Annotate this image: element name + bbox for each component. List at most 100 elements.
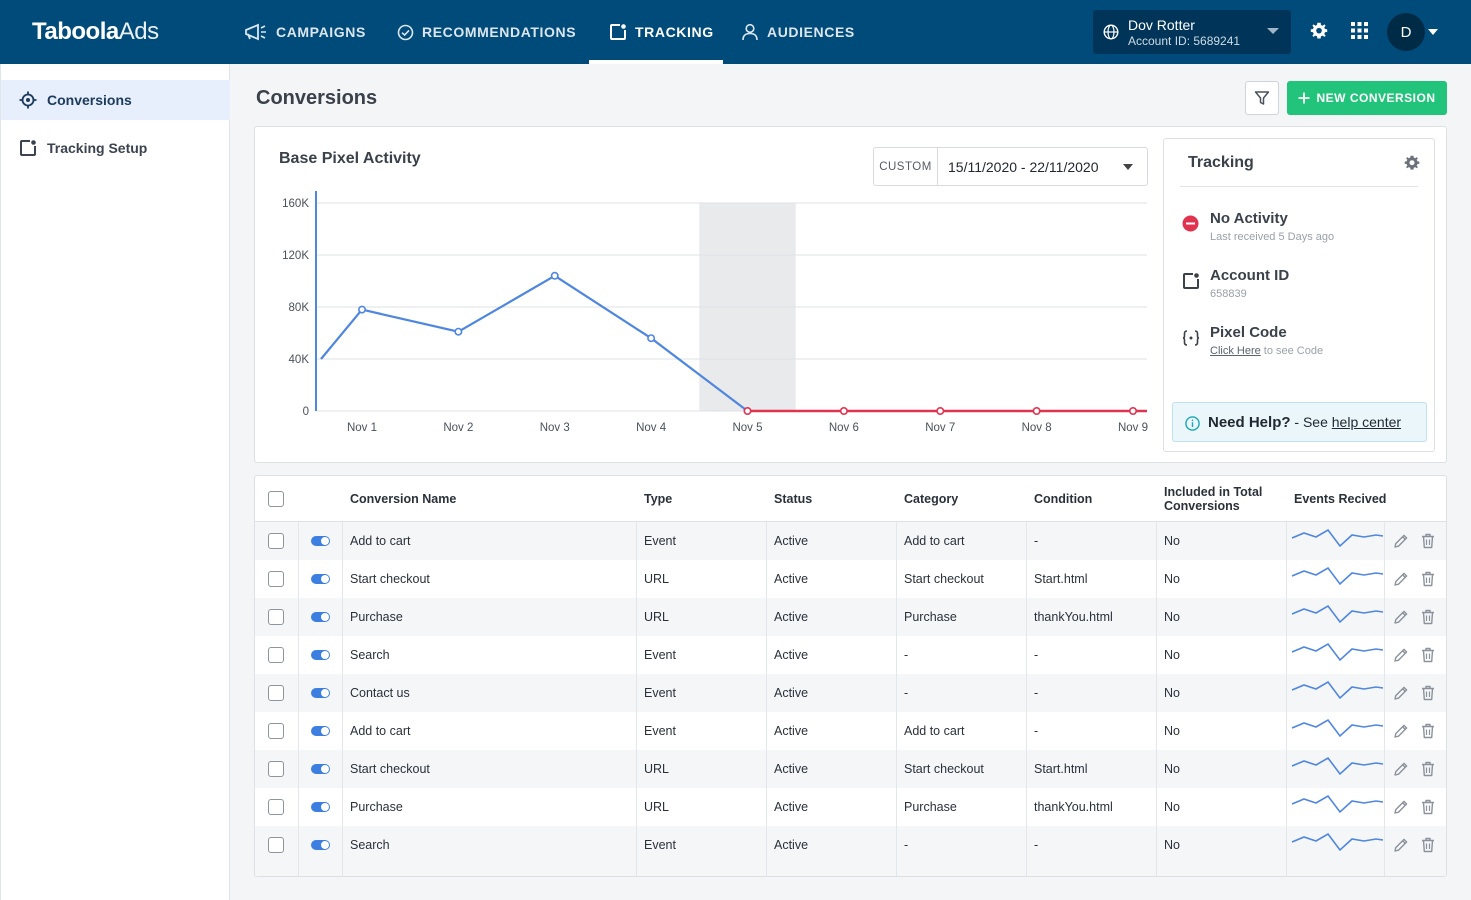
trash-icon[interactable] [1421, 837, 1435, 853]
trash-icon[interactable] [1421, 723, 1435, 739]
pixel-code-sub: Click Here to see Code [1210, 345, 1323, 357]
x-tick-label: Nov 4 [636, 422, 667, 434]
new-conversion-button[interactable]: NEW CONVERSION [1287, 81, 1447, 115]
column-divider [1026, 522, 1027, 876]
row-checkbox[interactable] [268, 571, 284, 587]
row-checkbox[interactable] [268, 647, 284, 663]
need-help-box: Need Help? - See help center [1172, 402, 1427, 442]
cell-conversion-name: Start checkout [350, 572, 430, 586]
header-status[interactable]: Status [774, 492, 813, 506]
select-all-checkbox[interactable] [268, 491, 284, 507]
no-entry-icon [1182, 215, 1199, 232]
cell-status: Active [774, 724, 809, 738]
cell-status: Active [774, 800, 809, 814]
pencil-icon[interactable] [1393, 799, 1409, 815]
column-divider [766, 522, 767, 876]
sidebar-item-tracking-setup[interactable]: Tracking Setup [1, 128, 230, 168]
trash-icon[interactable] [1421, 571, 1435, 587]
header-category[interactable]: Category [904, 492, 959, 506]
account-selector[interactable]: Dov Rotter Account ID: 5689241 [1093, 10, 1291, 54]
y-tick-label: 0 [303, 406, 309, 418]
date-range-type: CUSTOM [874, 148, 938, 185]
row-active-toggle[interactable] [311, 726, 330, 736]
row-checkbox[interactable] [268, 609, 284, 625]
cell-category: - [904, 686, 909, 700]
sidebar-item-conversions[interactable]: Conversions [1, 80, 230, 120]
row-active-toggle[interactable] [311, 764, 330, 774]
row-active-toggle[interactable] [311, 802, 330, 812]
divider [1180, 186, 1418, 187]
account-id-title: Account ID [1210, 267, 1290, 284]
pencil-icon[interactable] [1393, 571, 1409, 587]
pencil-icon[interactable] [1393, 837, 1409, 853]
nav-audiences[interactable]: AUDIENCES [741, 0, 855, 64]
trash-icon[interactable] [1421, 685, 1435, 701]
cell-category: Start checkout [904, 572, 984, 586]
table-row: Add to cart Event Active Add to cart - No [255, 712, 1446, 750]
row-checkbox[interactable] [268, 761, 284, 777]
pencil-icon[interactable] [1393, 647, 1409, 663]
user-avatar[interactable]: D [1387, 13, 1425, 51]
row-active-toggle[interactable] [311, 574, 330, 584]
filter-button[interactable] [1245, 81, 1279, 115]
cell-type: URL [644, 762, 670, 776]
gear-icon[interactable] [1310, 22, 1328, 40]
trash-icon[interactable] [1421, 609, 1435, 625]
row-toggle-cell [311, 750, 330, 788]
cell-conversion-name: Add to cart [350, 534, 411, 548]
apps-grid-icon[interactable] [1351, 22, 1368, 39]
cell-category: - [904, 648, 909, 662]
cell-status: Active [774, 534, 809, 548]
nav-campaigns[interactable]: CAMPAIGNS [244, 0, 366, 64]
cell-conversion-name: Start checkout [350, 762, 430, 776]
row-checkbox[interactable] [268, 799, 284, 815]
cell-condition: - [1034, 838, 1039, 852]
trash-icon[interactable] [1421, 761, 1435, 777]
nav-tracking[interactable]: TRACKING [589, 0, 723, 64]
column-divider [298, 522, 299, 876]
header-conversion-name[interactable]: Conversion Name [350, 492, 457, 506]
trash-icon[interactable] [1421, 647, 1435, 663]
row-select-cell [268, 826, 284, 864]
header-events-received[interactable]: Events Recived [1294, 492, 1387, 506]
row-active-toggle[interactable] [311, 840, 330, 850]
row-active-toggle[interactable] [311, 536, 330, 546]
events-sparkline [1291, 832, 1384, 852]
cell-conversion-name: Contact us [350, 686, 410, 700]
row-active-toggle[interactable] [311, 612, 330, 622]
row-checkbox[interactable] [268, 533, 284, 549]
x-tick-label: Nov 1 [347, 422, 377, 434]
click-here-link[interactable]: Click Here [1210, 345, 1261, 357]
cell-status: Active [774, 686, 809, 700]
events-sparkline [1291, 680, 1384, 700]
data-point [358, 305, 367, 314]
header-condition[interactable]: Condition [1034, 492, 1093, 506]
cell-status: Active [774, 610, 809, 624]
row-checkbox[interactable] [268, 685, 284, 701]
header-type[interactable]: Type [644, 492, 673, 506]
row-active-toggle[interactable] [311, 688, 330, 698]
cell-type: Event [644, 838, 676, 852]
table-row: Purchase URL Active Purchase thankYou.html No [255, 598, 1446, 636]
pencil-icon[interactable] [1393, 533, 1409, 549]
header-included-in-total[interactable]: Included in Total Conversions [1164, 476, 1262, 522]
row-active-toggle[interactable] [311, 650, 330, 660]
avatar-chevron-down-icon[interactable] [1428, 29, 1438, 35]
nav-recommendations[interactable]: RECOMMENDATIONS [397, 0, 576, 64]
settings-gear-icon[interactable] [1404, 155, 1420, 171]
sidebar-item-label: Tracking Setup [47, 140, 148, 156]
cell-conversion-name: Search [350, 838, 390, 852]
date-range-picker[interactable]: CUSTOM 15/11/2020 - 22/11/2020 [873, 147, 1148, 186]
cell-type: URL [644, 572, 670, 586]
trash-icon[interactable] [1421, 799, 1435, 815]
row-checkbox[interactable] [268, 837, 284, 853]
row-checkbox[interactable] [268, 723, 284, 739]
pencil-icon[interactable] [1393, 685, 1409, 701]
pencil-icon[interactable] [1393, 609, 1409, 625]
trash-icon[interactable] [1421, 533, 1435, 549]
help-center-link[interactable]: help center [1331, 414, 1402, 430]
pencil-icon[interactable] [1393, 723, 1409, 739]
pencil-icon[interactable] [1393, 761, 1409, 777]
taboola-ads-logo[interactable]: TaboolaAds [32, 18, 159, 46]
page-title: Conversions [256, 87, 378, 109]
